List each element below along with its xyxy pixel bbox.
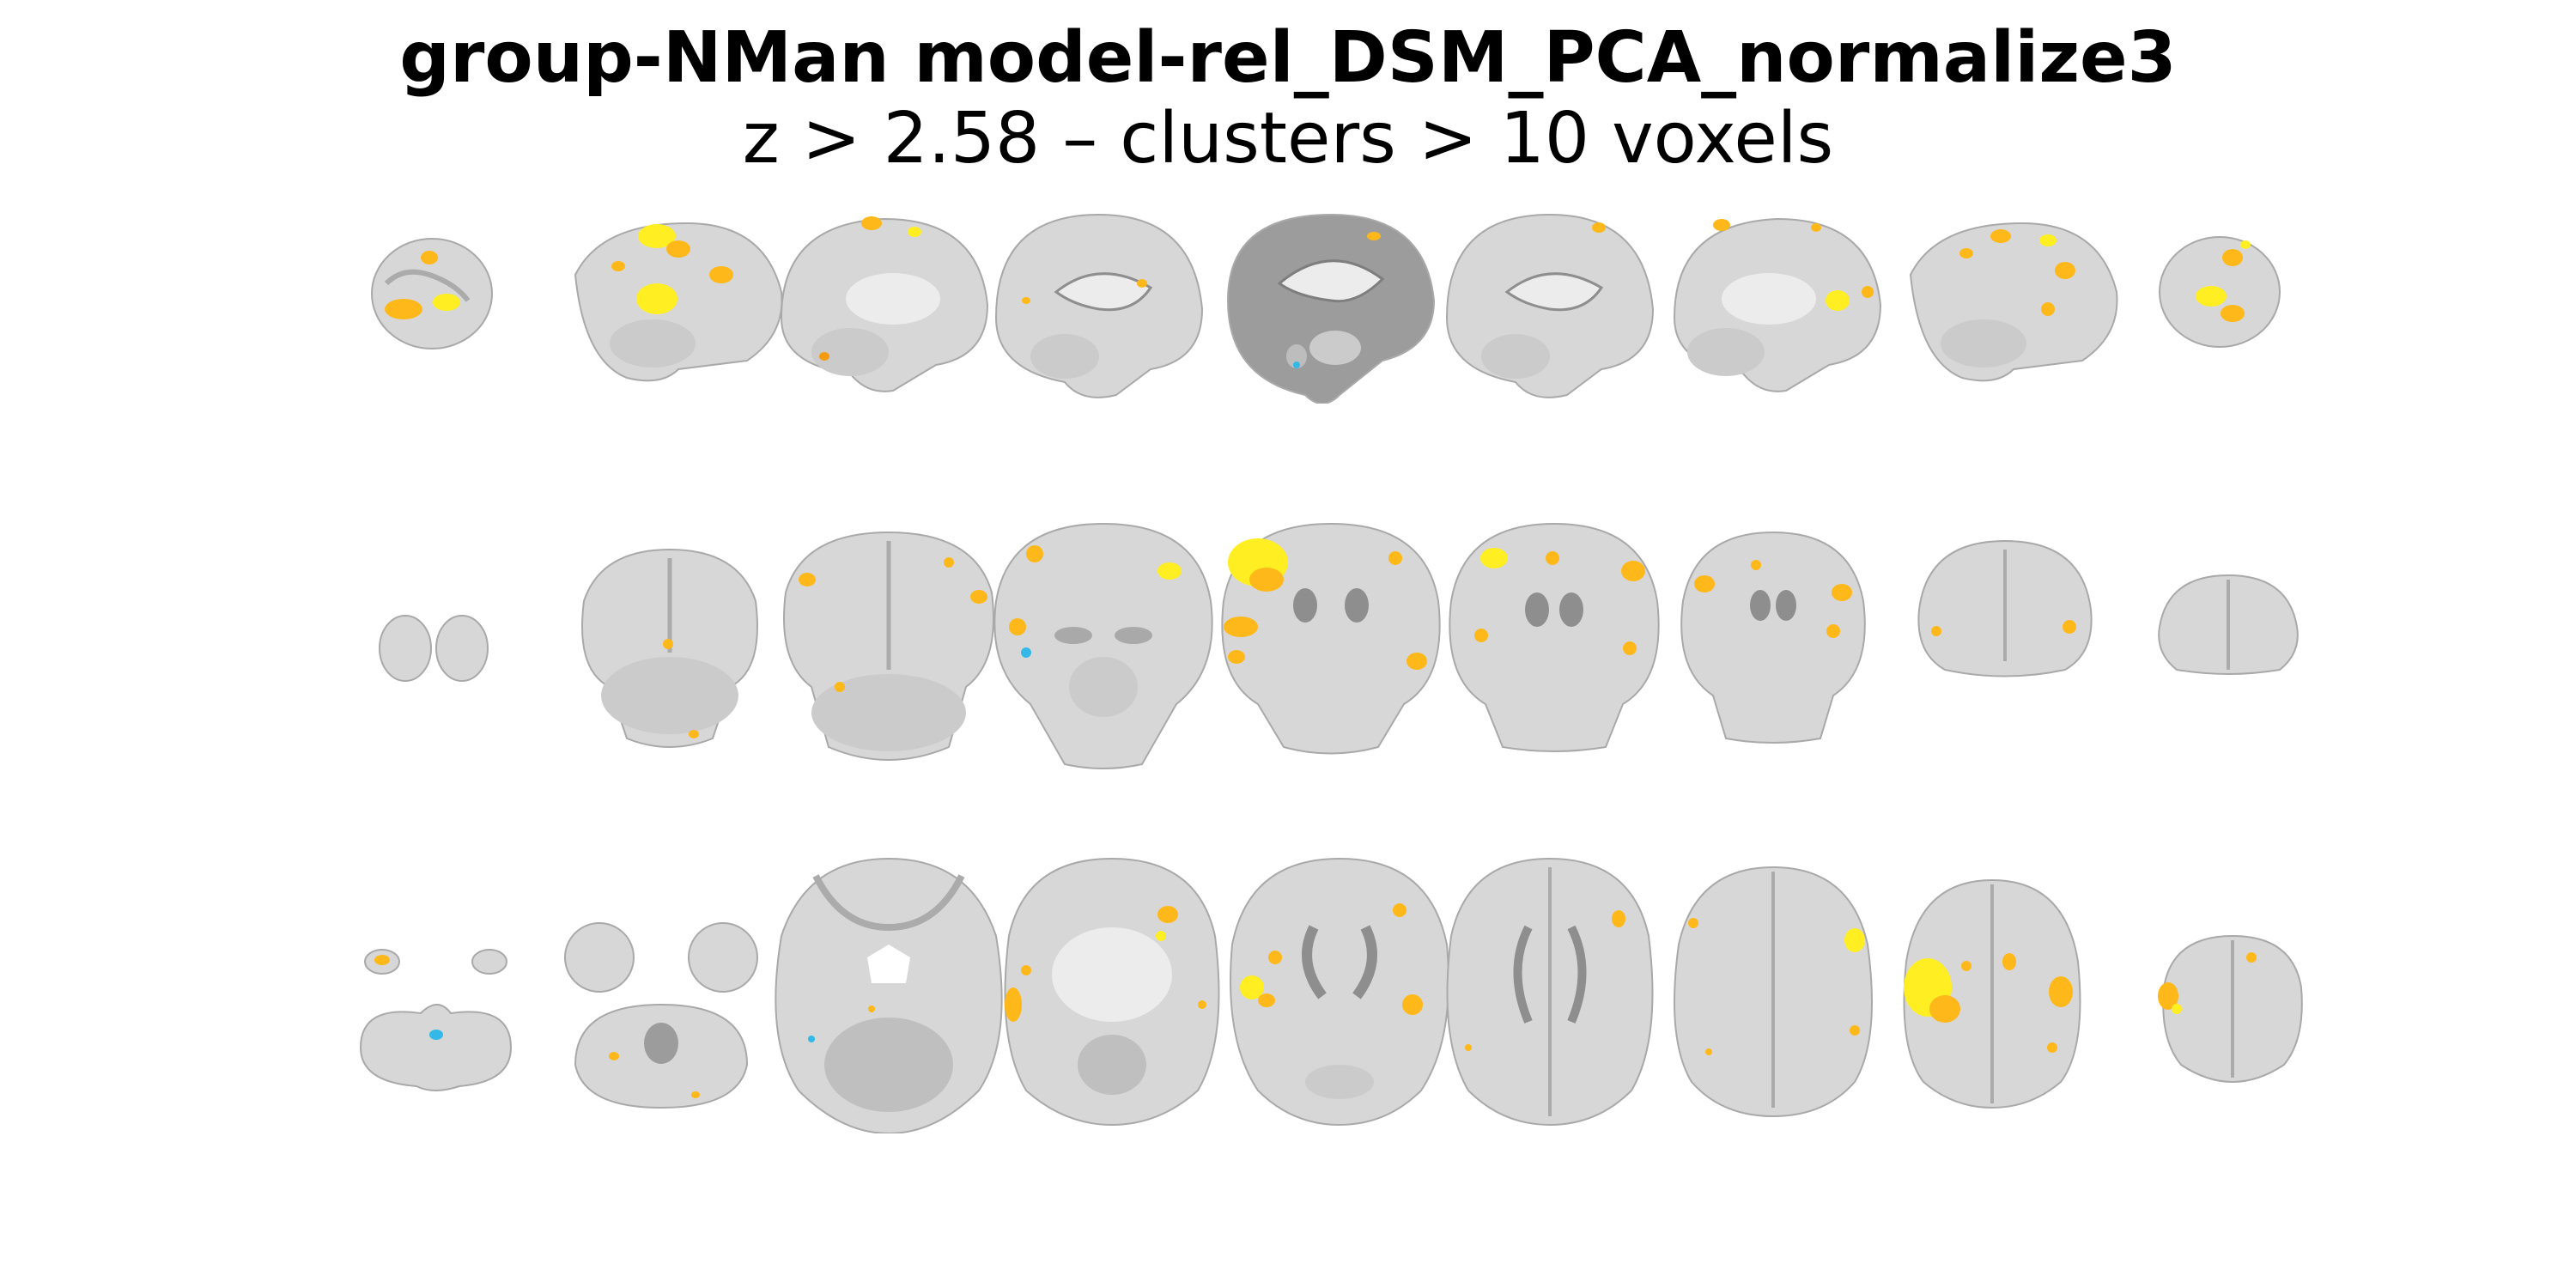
coronal-slice-2	[581, 548, 758, 748]
sagittal-slice-9	[2159, 236, 2281, 348]
sagittal-slice-5	[1226, 213, 1436, 404]
coronal-slice-5	[1221, 522, 1441, 755]
axial-slice-7	[1674, 866, 1873, 1118]
axial-slice-5	[1230, 857, 1449, 1127]
axial-slice-9	[2158, 934, 2303, 1084]
sagittal-slice-row	[0, 197, 2576, 404]
axial-slice-4	[1004, 857, 1220, 1127]
axial-slice-6	[1446, 857, 1654, 1127]
sagittal-slice-3	[780, 216, 989, 392]
sagittal-slice-4	[994, 213, 1204, 398]
axial-slice-1	[359, 949, 513, 1091]
axial-slice-8	[1903, 878, 2081, 1109]
coronal-slice-9	[2158, 574, 2299, 675]
coronal-slice-3	[783, 531, 994, 761]
coronal-slice-6	[1449, 522, 1660, 752]
coronal-slice-8	[1917, 539, 2093, 677]
sagittal-slice-6	[1445, 213, 1655, 398]
coronal-slice-7	[1680, 531, 1866, 744]
axial-slice-3	[775, 857, 1003, 1133]
coronal-slice-1	[379, 615, 489, 682]
sagittal-slice-8	[1909, 222, 2118, 382]
sagittal-slice-2	[574, 222, 783, 382]
sagittal-slice-1	[371, 238, 493, 349]
axial-slice-2	[564, 922, 758, 1109]
coronal-slice-4	[993, 522, 1213, 769]
figure-title-line-1: group-NMan model-rel_DSM_PCA_normalize3	[399, 17, 2177, 99]
sagittal-slice-7	[1673, 217, 1882, 392]
axial-slice-row	[0, 850, 2576, 1133]
coronal-slice-row	[0, 515, 2576, 773]
figure-title-line-2: z > 2.58 – clusters > 10 voxels	[742, 98, 1834, 179]
